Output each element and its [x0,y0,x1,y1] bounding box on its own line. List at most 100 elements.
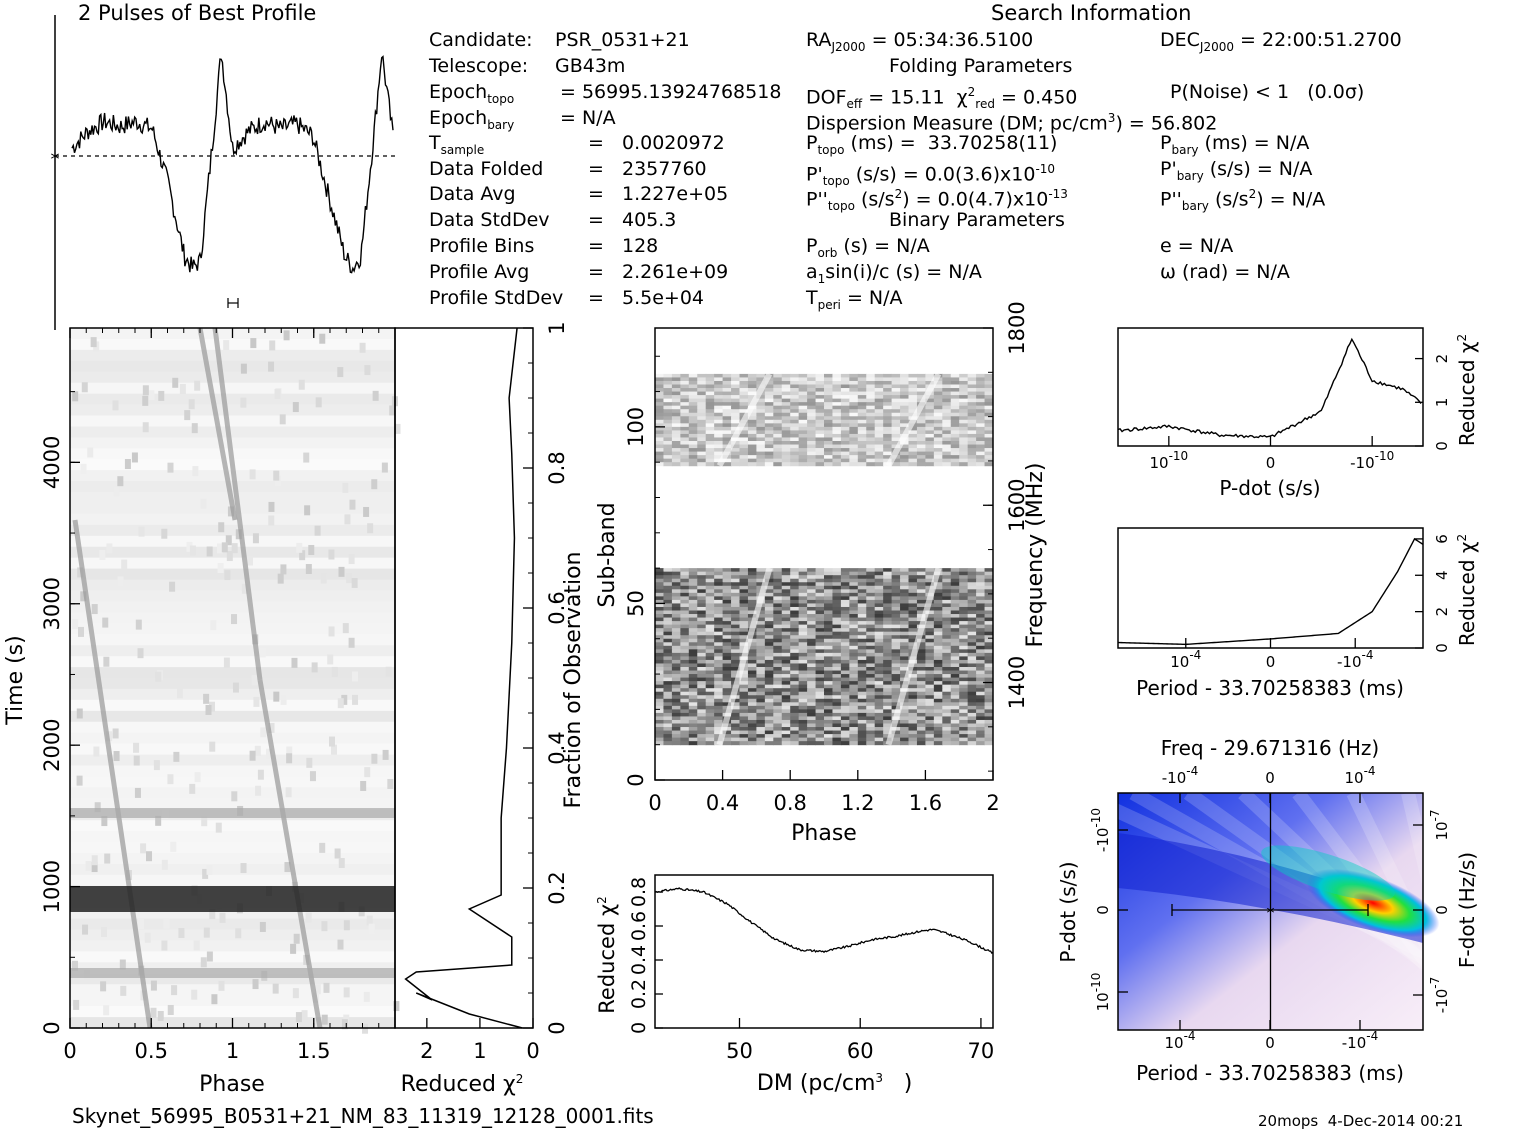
subband-pixel [891,571,901,576]
subband-pixel [714,698,724,703]
subband-pixel [739,674,749,679]
subband-pixel [883,373,893,378]
subband-stripe [716,567,773,746]
epoch-topo-label: Epochtopo [429,81,515,106]
subband-pixel [840,437,850,442]
subband-pixel [663,723,673,728]
subband-pixel [739,642,749,647]
subband-pixel [942,705,952,710]
subband-pixel [739,430,749,435]
subband-pixel [697,395,707,400]
subband-pixel [916,741,926,746]
subband-pixel [832,409,842,414]
subband-pixel [798,416,808,421]
subband-pixel [714,575,724,580]
subband-pixel [815,603,825,608]
subband-pixel [908,734,918,739]
subband-pixel [857,709,867,714]
subband-pixel [705,398,715,403]
subband-pixel [714,727,724,732]
subband-pixel [866,599,876,604]
subband-pixel [849,409,859,414]
subband-pixel [900,388,909,393]
subband-pixel [976,659,986,664]
subband-pixel [655,578,664,583]
subband-pixel [697,444,707,449]
subband-pixel [705,719,715,724]
subband-pixel [655,684,664,689]
timephase-pixel [221,542,228,553]
subband-pixel [739,702,749,707]
subband-stripe [885,372,942,468]
subband-pixel [798,589,808,594]
subband-pixel [798,670,808,675]
subband-pixel [764,402,774,407]
subband-pixel [933,423,943,428]
subband-pixel [959,589,969,594]
subband-pixel [832,621,842,626]
subband-pixel [731,575,740,580]
subband-pixel [671,645,681,650]
subband-pixel [671,617,681,622]
subband-pixel [705,638,715,643]
subband-pixel [756,617,766,622]
subband-pixel [857,688,867,693]
subband-pixel [967,695,977,700]
subband-pixel [883,441,893,446]
subband-pixel [849,405,859,410]
subband-pixel [824,444,833,449]
subband-pixel [663,441,673,446]
subband-pixel [714,638,724,643]
subband-pixel [840,575,850,580]
subband-pixel [688,617,698,622]
subband-pixel [764,578,774,583]
subband-pixel [722,638,732,643]
subband-pixel [874,391,884,396]
subband-pixel [840,585,850,590]
subband-pixel [671,642,681,647]
timephase-pixel [280,694,287,705]
subband-pixel [697,705,707,710]
subband-pixel [916,419,926,424]
subband-pixel [857,681,867,686]
subband-pixel [840,723,850,728]
subband-pixel [959,684,969,689]
subband-pixel [764,448,774,453]
subband-pixel [655,642,664,647]
subband-pixel [840,741,850,746]
subband-pixel [781,730,791,735]
subband-pixel [950,705,960,710]
subband-pixel [697,384,707,389]
subband-pixel [815,448,825,453]
subband-pixel [790,395,800,400]
subband-pixel [790,727,800,732]
subband-pixel [824,373,833,378]
subband-pixel [697,398,707,403]
subband-pixel [663,719,673,724]
subband-pixel [967,441,977,446]
subband-pixel [849,691,859,696]
subband-pixel [967,617,977,622]
subband-pixel [798,423,808,428]
subband-pixel [950,628,960,633]
phase-axis-label: Phase [199,1072,265,1097]
subband-pixel [722,384,732,389]
subband-pixel [731,589,740,594]
subband-pixel [942,568,952,573]
subband-pixel [722,614,732,619]
subband-pixel [933,656,943,661]
subband-pixel [866,688,876,693]
subband-pixel [781,667,791,672]
subband-pixel [908,575,918,580]
subband-pixel [798,426,808,431]
subband-pixel [908,606,918,611]
subband-pixel [798,405,808,410]
subband-pixel [824,388,833,393]
subband-pixel [798,599,808,604]
subband-pixel [866,430,876,435]
subband-pixel [739,705,749,710]
timephase-pixel [295,1012,302,1023]
subband-pixel [942,458,952,463]
timephase-pixel [90,337,97,348]
subband-pixel [790,663,800,668]
